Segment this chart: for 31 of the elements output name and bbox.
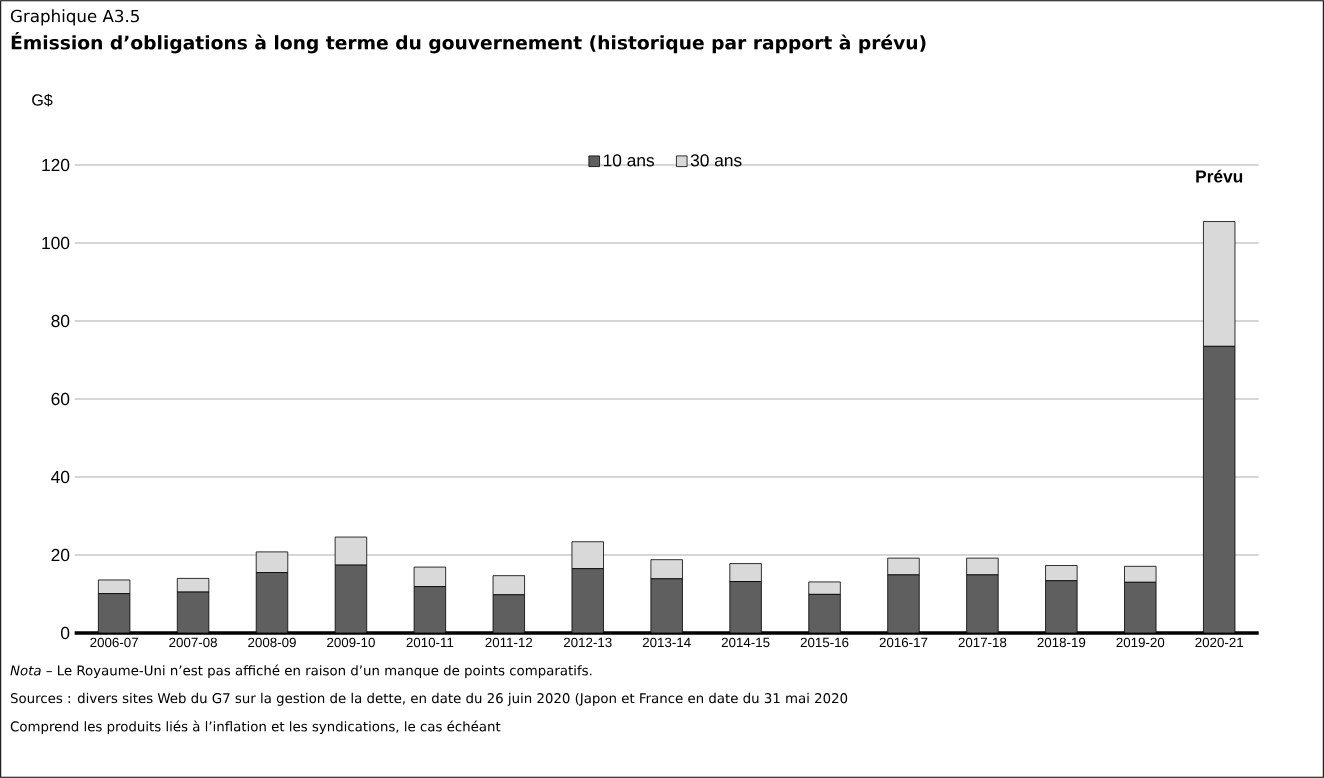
y-axis-title: G$: [32, 93, 53, 107]
y-tick-label: 0: [60, 626, 70, 640]
x-tick-label: 2020-21: [1195, 637, 1244, 648]
y-tick-label: 20: [51, 548, 70, 562]
y-tick-label: 40: [51, 470, 70, 484]
legend-label: 30 ans: [690, 154, 742, 167]
x-tick-label: 2016-17: [879, 637, 928, 648]
x-tick-label: 2006-07: [90, 637, 138, 648]
y-tick-label: 120: [42, 158, 70, 172]
annotation: Prévu: [1196, 169, 1243, 183]
chart-subtitle: Graphique A3.5: [10, 9, 139, 26]
x-tick-label: 2010-11: [406, 637, 454, 648]
x-tick-label: 2019-20: [1116, 637, 1165, 648]
x-tick-label: 2013-14: [642, 637, 691, 648]
y-tick-label: 80: [51, 314, 70, 328]
text: Nota – Le Royaume-Uni n’est pas affiché en raison d’un manque de points comparatifs.: [10, 664, 592, 679]
y-tick-label: 60: [51, 392, 70, 406]
source-note: Sources : divers sites Web du G7 sur la gestion de la dette, en date du 26 juin 2020 (Japon et France en date du 31 mai 2020: [10, 692, 848, 706]
x-tick-label: 2008-09: [248, 637, 296, 648]
x-tick-label: 2018-19: [1037, 637, 1086, 648]
x-tick-label: 2017-18: [958, 637, 1007, 648]
x-tick-label: 2012-13: [563, 637, 612, 648]
x-tick-label: 2015-16: [800, 637, 849, 648]
x-tick-label: 2009-10: [327, 637, 375, 648]
x-tick-label: 2007-08: [169, 637, 217, 648]
x-tick-label: 2011-12: [485, 637, 533, 648]
x-tick-label: 2014-15: [721, 637, 770, 648]
legend-label: 10 ans: [603, 154, 655, 167]
chart-title: Émission d’obligations à long terme du gouvernement (historique par rapport à prévu): [11, 32, 926, 54]
text: Comprend les produits liés à l’inflation et les syndications, le cas échéant: [10, 720, 501, 735]
y-tick-label: 100: [42, 236, 70, 250]
